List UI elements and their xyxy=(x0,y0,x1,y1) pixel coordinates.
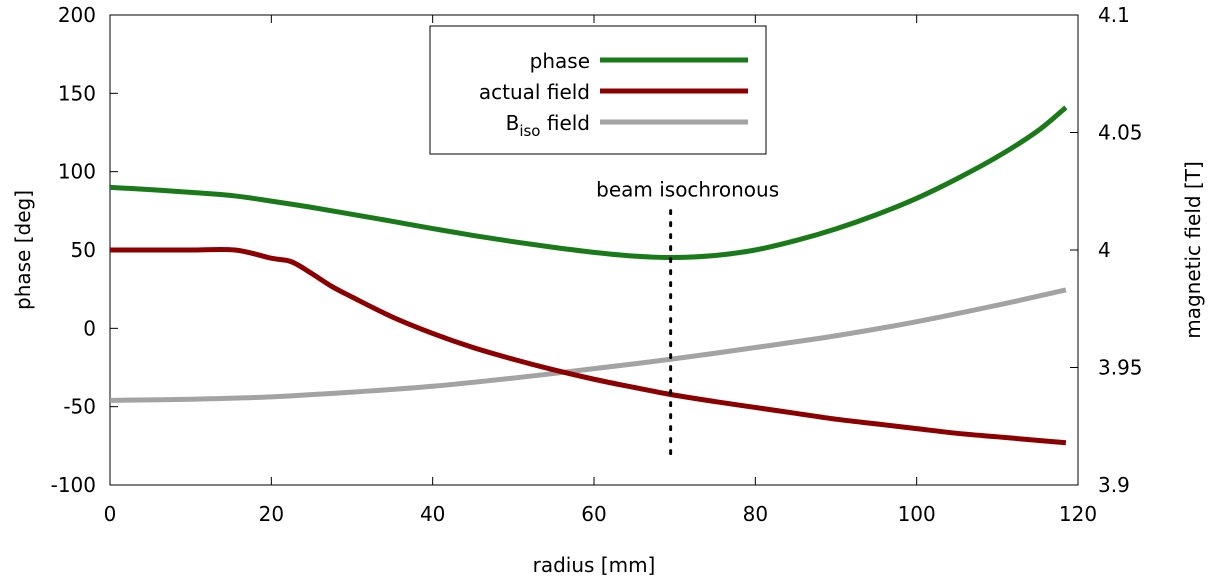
legend-label-actual-field: actual field xyxy=(479,80,590,104)
y-tick-label: -100 xyxy=(51,473,96,497)
y2-tick-label: 4 xyxy=(1098,238,1111,262)
y-tick-label: 50 xyxy=(71,238,96,262)
x-tick-label: 20 xyxy=(259,502,284,526)
legend-label-phase: phase xyxy=(530,49,590,73)
x-tick-label: 80 xyxy=(743,502,768,526)
series-line-biso-field xyxy=(110,290,1066,400)
x-tick-label: 40 xyxy=(420,502,445,526)
legend-biso-main: B xyxy=(506,111,520,135)
x-tick-label: 0 xyxy=(104,502,117,526)
x-tick-label: 60 xyxy=(581,502,606,526)
y-tick-label: -50 xyxy=(63,395,96,419)
legend-biso-sub: iso xyxy=(519,122,540,140)
y-tick-label: 200 xyxy=(58,3,96,27)
x-tick-label: 120 xyxy=(1059,502,1097,526)
annotation: beam isochronous xyxy=(596,178,779,454)
y2-axis-title: magnetic field [T] xyxy=(1181,161,1205,339)
legend: phase actual field Biso field xyxy=(430,26,766,154)
y-axis-title: phase [deg] xyxy=(11,190,35,310)
y2-tick-label: 4.05 xyxy=(1098,121,1143,145)
series-line-actual-field xyxy=(110,249,1066,442)
y2-tick-label: 3.95 xyxy=(1098,356,1143,380)
y2-tick-label: 3.9 xyxy=(1098,473,1130,497)
legend-biso-rest: field xyxy=(540,111,590,135)
x-tick-label: 100 xyxy=(898,502,936,526)
y-tick-label: 0 xyxy=(83,316,96,340)
y-tick-label: 150 xyxy=(58,81,96,105)
y-tick-label: 100 xyxy=(58,160,96,184)
y2-tick-label: 4.1 xyxy=(1098,3,1130,27)
series-layer xyxy=(110,107,1066,442)
isochronous-annotation: beam isochronous xyxy=(596,178,779,202)
x-axis-title: radius [mm] xyxy=(533,553,656,577)
